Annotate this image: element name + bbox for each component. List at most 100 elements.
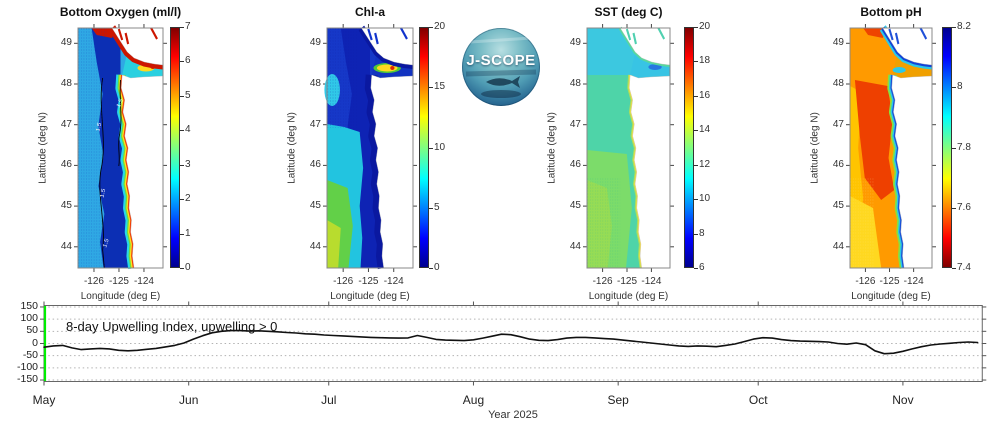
map-image	[850, 25, 933, 269]
colorbar-tick	[180, 199, 184, 201]
fjord-inlet	[124, 32, 130, 45]
ytick-label: -50	[22, 348, 38, 361]
colorbar-tick	[180, 95, 184, 97]
colorbar-tick-label: 10	[434, 141, 446, 153]
map-ytick-label: 44	[60, 240, 72, 252]
colorbar-tick	[429, 207, 433, 209]
map-image	[587, 26, 671, 269]
colorbar-tick	[952, 147, 956, 149]
contour-label: 1.5	[116, 97, 124, 109]
map-axes	[583, 24, 674, 272]
map-ytick-label: 48	[60, 78, 72, 89]
timeseries-x-axis-label: Year 2025	[488, 409, 538, 421]
month-label: Sep	[607, 393, 629, 407]
colorbar-tick-label: 14	[699, 124, 711, 136]
ytick-label: 150	[20, 299, 38, 312]
colorbar-tick-label: 8.2	[957, 21, 971, 32]
colorbar-tick	[952, 27, 956, 28]
ytick-label: -150	[16, 373, 38, 386]
map-frame	[849, 27, 933, 269]
map-ytick-label: 48	[309, 78, 321, 89]
colorbar-tick-label: 18	[699, 55, 711, 67]
map-ytick-label: 49	[309, 37, 321, 49]
map-ytick-label: 46	[309, 159, 321, 171]
ytick-label: 100	[20, 312, 38, 325]
panel-title: Bottom Oxygen (ml/l)	[59, 5, 182, 19]
map-ytick-label: 48	[569, 78, 581, 89]
map-xtick-label: -126	[592, 276, 613, 287]
map-ytick-label: 49	[60, 37, 72, 49]
map-xtick-label: -125	[879, 276, 900, 287]
month-label: May	[32, 393, 56, 407]
logo-text: J-SCOPE	[466, 52, 536, 69]
map-frame	[326, 27, 414, 269]
map-ytick-label: 48	[832, 78, 844, 89]
colorbar-tick	[694, 164, 698, 166]
colorbar-tick-label: 6	[185, 55, 191, 67]
map-xtick-label: -124	[133, 276, 154, 287]
month-label: Aug	[462, 393, 485, 407]
colorbar-tick	[429, 87, 433, 89]
map-ytick-label: 47	[309, 118, 321, 130]
colorbar-tick	[694, 61, 698, 63]
fjord-inlet	[657, 27, 666, 40]
month-label: Nov	[892, 393, 914, 407]
map-ytick-label: 49	[832, 37, 844, 49]
colorbar-tick	[952, 207, 956, 209]
colorbar-tick-label: 4	[185, 124, 191, 136]
map-ytick-label: 44	[569, 240, 581, 252]
fjord-inlet	[632, 32, 637, 45]
colorbar-tick	[180, 130, 184, 132]
colorbar-tick	[694, 130, 698, 132]
colorbar-tick	[180, 268, 184, 269]
jscope-logo: J-SCOPE	[462, 28, 540, 106]
fish-icon	[486, 76, 520, 88]
map-ytick-label: 46	[832, 159, 844, 171]
colorbar-tick	[952, 268, 956, 269]
x-axis-label: Longitude (deg E)	[588, 291, 669, 302]
colorbar-tick-label: 0	[185, 262, 191, 273]
x-axis-label: Longitude (deg E)	[330, 291, 410, 302]
map-frame	[586, 27, 671, 269]
colorbar-tick-label: 20	[699, 21, 711, 32]
month-label: Jun	[179, 393, 199, 407]
colorbar-tick	[180, 233, 184, 235]
colorbar-tick-label: 5	[434, 201, 440, 213]
colorbar-tick-label: 3	[185, 158, 191, 170]
fjord-inlet	[894, 32, 900, 45]
colorbar-tick	[694, 27, 698, 28]
colorbar-tick-label: 0	[434, 262, 440, 273]
map-xtick-label: -124	[383, 276, 404, 287]
colorbar-tick	[429, 147, 433, 149]
map-ytick-label: 46	[60, 159, 72, 171]
colorbar-tick	[429, 27, 433, 28]
colorbar-tick-label: 7.6	[957, 201, 971, 213]
colorbar-tick	[429, 268, 433, 269]
map-axes: 1.51.51.51.5	[74, 24, 167, 272]
logo-art	[465, 36, 537, 98]
map-xtick-label: -126	[83, 276, 104, 287]
colorbar	[170, 27, 180, 268]
map-ytick-label: 49	[569, 37, 581, 49]
map-ytick-label: 44	[309, 240, 321, 252]
month-label: Jul	[321, 393, 337, 407]
x-axis-label: Longitude (deg E)	[80, 291, 161, 302]
colorbar-tick	[694, 199, 698, 201]
x-axis-label: Longitude (deg E)	[851, 291, 931, 302]
colorbar-tick-label: 16	[699, 89, 711, 101]
fjord-inlet	[888, 28, 894, 41]
map-image	[324, 25, 414, 270]
colorbar-tick-label: 20	[434, 21, 446, 32]
colorbar-tick-label: 15	[434, 81, 446, 93]
fjord-inlet	[150, 27, 158, 40]
map-ytick-label: 47	[60, 118, 72, 130]
map-ytick-label: 45	[832, 200, 844, 212]
colorbar-tick-label: 1	[185, 227, 191, 239]
colorbar-tick-label: 7.4	[957, 262, 971, 273]
colorbar	[684, 27, 694, 268]
map-axes	[323, 24, 417, 272]
map-axes	[846, 24, 936, 272]
colorbar-tick-label: 2	[185, 193, 191, 205]
map-ytick-label: 46	[569, 159, 581, 171]
